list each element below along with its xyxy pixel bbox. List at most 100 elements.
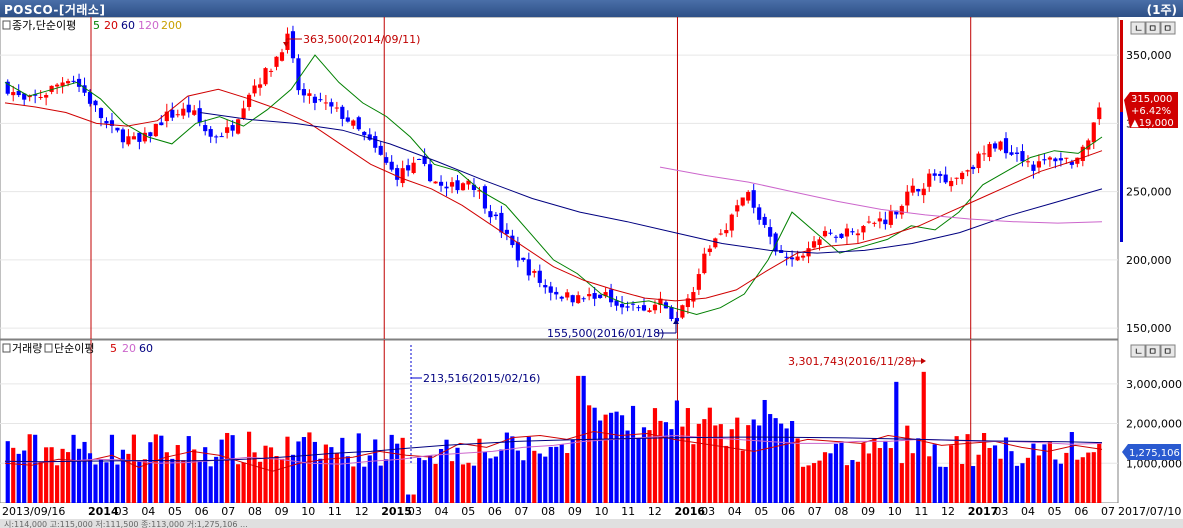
volume-bar [285, 436, 290, 503]
candle-body [537, 270, 542, 283]
candle-body [186, 104, 191, 113]
status-text: 시:114,000 고:115,000 저:111,500 종:113,000 … [4, 520, 248, 528]
volume-bar [428, 455, 433, 503]
vol-ma-60-line [4, 436, 1103, 463]
candle-body [104, 120, 109, 124]
candle-body [850, 231, 855, 233]
volume-bar [619, 415, 625, 503]
candle-body [877, 218, 882, 222]
volume-bar [603, 414, 608, 503]
volume-bar [422, 460, 427, 503]
volume-bar [630, 405, 636, 503]
candle-body [548, 286, 553, 293]
candle-body [268, 70, 274, 72]
candle-body [965, 170, 970, 172]
volume-bar [1036, 455, 1042, 503]
candle-body [652, 304, 658, 311]
close-icon: ㅁ [1163, 24, 1172, 35]
volume-bar [373, 439, 378, 503]
candle-body [916, 189, 921, 192]
maximize-button[interactable] [1145, 344, 1161, 358]
candle-body [746, 191, 751, 201]
volume-bar [263, 445, 268, 503]
x-tick-label: 06 [781, 505, 795, 518]
candle-body [164, 111, 169, 122]
volume-bar [175, 445, 180, 503]
x-tick-label: 04 [728, 505, 742, 518]
volume-bar [236, 464, 241, 503]
candle-body [449, 182, 455, 187]
volume-bar [839, 441, 844, 503]
volume-bar [126, 453, 131, 503]
candle-body [526, 259, 531, 276]
volume-bar [1075, 459, 1080, 503]
candle-body [65, 81, 71, 84]
candle-body [998, 141, 1003, 150]
x-tick-label: 2017 [968, 505, 999, 518]
up-range-bar [1120, 20, 1123, 112]
volume-panel[interactable]: 3,000,000 2,000,000 1,000,000 거래량 단순이평 5 2… [0, 339, 1182, 504]
volume-panel-buttons[interactable]: ㄴ ㅁ ㅁ [1130, 344, 1176, 358]
period-label[interactable]: (1주) [1146, 3, 1177, 17]
minimize-button[interactable] [1130, 344, 1146, 358]
volume-bar [938, 466, 943, 503]
volume-bar [570, 439, 575, 503]
candle-body [395, 168, 400, 180]
candle-body [768, 227, 773, 237]
candle-body [340, 106, 345, 119]
close-button[interactable] [1160, 21, 1176, 35]
candle-body [773, 233, 778, 252]
candle-body [971, 166, 976, 170]
candle-body [5, 81, 10, 94]
volume-bar [65, 452, 71, 503]
candle-body [16, 90, 21, 96]
volume-bar [38, 461, 43, 503]
current-price: 315,000 [1131, 94, 1172, 105]
candle-body [927, 173, 932, 187]
candle-body [938, 173, 943, 176]
status-bar: 시:114,000 고:115,000 저:111,500 종:113,000 … [0, 519, 1183, 528]
volume-bar [927, 456, 932, 503]
price-panel-buttons[interactable]: ㄴ ㅁ ㅁ [1130, 21, 1176, 35]
x-tick-label: 04 [141, 505, 155, 518]
candle-body [252, 85, 257, 94]
candle-body [488, 211, 493, 218]
close-button[interactable] [1160, 344, 1176, 358]
maximize-button[interactable] [1145, 21, 1161, 35]
volume-bar [44, 447, 49, 503]
minimize-icon: ㄴ [1134, 24, 1143, 35]
x-tick-label: 04 [1021, 505, 1035, 518]
volume-bar [735, 417, 740, 503]
candle-body [400, 168, 405, 184]
volume-bar [757, 425, 762, 503]
volume-bar [1064, 452, 1069, 503]
candle-body [438, 181, 444, 186]
candle-body [559, 296, 564, 299]
volume-bar [921, 371, 926, 503]
volume-bar [740, 450, 745, 503]
volume-bar [104, 462, 109, 503]
x-tick-label: 11 [328, 505, 342, 518]
volume-annotation-b: 3,301,743(2016/11/28) [788, 355, 926, 368]
candle-body [729, 214, 734, 231]
candle-body [38, 97, 43, 99]
candle-body [800, 255, 806, 258]
x-tick-label: 09 [568, 505, 582, 518]
volume-bar [614, 411, 619, 503]
minimize-button[interactable] [1130, 21, 1146, 35]
volume-bar [674, 400, 679, 503]
volume-bar [197, 460, 202, 503]
volume-bar [1053, 459, 1058, 503]
candle-body [444, 186, 449, 189]
candle-body [1020, 151, 1025, 162]
volume-annotation-a-text: 213,516(2015/02/16) [423, 372, 540, 385]
vol-ma-20-label: 20 [122, 342, 136, 355]
volume-bar [312, 441, 317, 503]
volume-bar [16, 453, 21, 503]
candle-body [1025, 161, 1031, 163]
candle-body [521, 257, 526, 260]
candle-body [740, 197, 745, 206]
volume-bar [877, 448, 882, 503]
